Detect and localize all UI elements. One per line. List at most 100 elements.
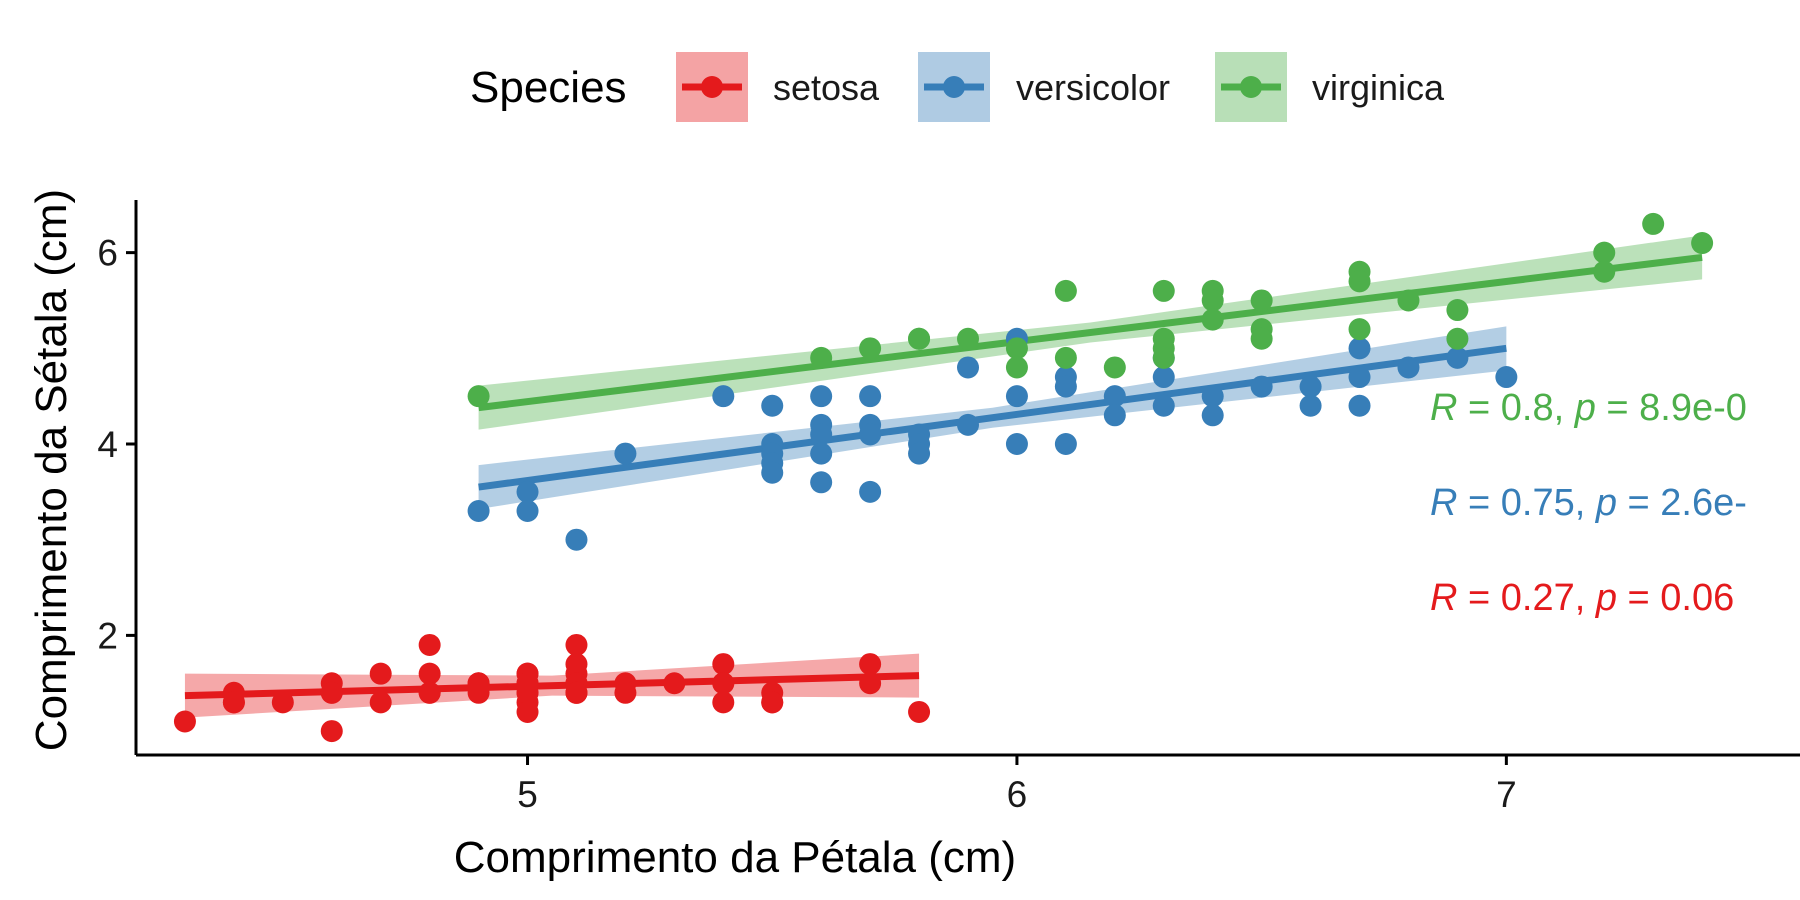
x-axis-ticks: 5 6 7 (517, 755, 1517, 815)
setosa-point (565, 681, 588, 704)
y-tick-label: 4 (97, 424, 118, 465)
y-tick-label: 2 (97, 615, 118, 656)
virginica-point (957, 327, 979, 350)
versicolor-point (1005, 433, 1028, 456)
versicolor-point (1348, 366, 1371, 389)
setosa-point (761, 691, 784, 714)
legend-point-versicolor (943, 76, 965, 98)
legend-item-versicolor: versicolor (918, 52, 1170, 122)
virginica-point (1446, 327, 1469, 350)
versicolor-point (810, 442, 833, 465)
x-tick-label: 5 (517, 774, 538, 815)
virginica-point (1103, 356, 1126, 379)
versicolor-regression-line (478, 344, 1507, 491)
virginica-point (1201, 308, 1224, 331)
virginica-point (1397, 289, 1420, 312)
virginica-point (1446, 299, 1469, 322)
versicolor-point (1201, 385, 1224, 408)
versicolor-point (859, 385, 882, 408)
confidence-bands (184, 235, 1703, 718)
versicolor-point (1054, 375, 1077, 398)
virginica-point (1152, 279, 1175, 302)
setosa-point (467, 672, 490, 695)
legend: Species setosa versicolor virginica (470, 52, 1445, 122)
versicolor-point (810, 385, 833, 408)
setosa-point (712, 653, 735, 676)
versicolor-point (516, 480, 539, 503)
y-tick-label: 6 (97, 233, 118, 274)
versicolor-point (810, 423, 833, 446)
correlation-annotations: R = 0.27, p = 0.06 R = 0.75, p = 2.6e- R =… (1430, 387, 1747, 619)
virginica-point (1593, 260, 1616, 283)
versicolor-point (1446, 346, 1469, 369)
versicolor-point (1299, 394, 1322, 417)
virginica-correlation-annotation: R = 0.8, p = 8.9e-0 (1430, 387, 1747, 429)
versicolor-point (1054, 433, 1077, 456)
versicolor-point (859, 423, 882, 446)
legend-point-virginica (1240, 76, 1262, 98)
versicolor-point (1103, 385, 1126, 408)
x-tick-label: 6 (1007, 774, 1028, 815)
virginica-point (908, 327, 931, 350)
virginica-point (1005, 356, 1028, 379)
setosa-point (712, 672, 735, 695)
legend-label-virginica: virginica (1312, 67, 1445, 108)
versicolor-point (859, 480, 882, 503)
versicolor-point (1397, 356, 1420, 379)
setosa-point (320, 720, 343, 743)
versicolor-point (1103, 404, 1126, 427)
versicolor-point (761, 394, 784, 417)
virginica-point (467, 385, 490, 408)
legend-title: Species (470, 63, 627, 112)
versicolor-point (1005, 385, 1028, 408)
versicolor-point (1495, 366, 1518, 389)
virginica-point (1152, 346, 1175, 369)
setosa-point (418, 681, 441, 704)
versicolor-point (1348, 394, 1371, 417)
virginica-point (1005, 337, 1028, 360)
versicolor-point (516, 499, 539, 522)
setosa-regression-line (184, 672, 920, 700)
legend-item-virginica: virginica (1215, 52, 1445, 122)
setosa-point (418, 633, 441, 656)
setosa-point (369, 691, 392, 714)
setosa-point (565, 633, 588, 656)
versicolor-correlation-annotation: R = 0.75, p = 2.6e- (1430, 482, 1747, 524)
x-tick-label: 7 (1496, 774, 1517, 815)
versicolor-point (565, 528, 588, 551)
virginica-point (1201, 289, 1224, 312)
setosa-point (712, 691, 735, 714)
virginica-point (1054, 346, 1077, 369)
setosa-point (271, 691, 294, 714)
setosa-correlation-annotation: R = 0.27, p = 0.06 (1430, 577, 1734, 619)
setosa-point (516, 672, 539, 695)
versicolor-point (1250, 375, 1273, 398)
regression-lines (184, 253, 1703, 700)
virginica-regression-line (478, 253, 1703, 412)
versicolor-point (614, 442, 637, 465)
setosa-point (369, 662, 392, 685)
legend-label-versicolor: versicolor (1016, 67, 1170, 108)
virginica-point (1593, 241, 1616, 264)
versicolor-point (1201, 404, 1224, 427)
setosa-point (859, 672, 882, 695)
versicolor-point (957, 356, 979, 379)
virginica-point (859, 337, 882, 360)
virginica-point (1250, 327, 1273, 350)
virginica-point (1348, 270, 1371, 293)
versicolor-point (1152, 366, 1175, 389)
y-axis-title: Comprimento da Sétala (cm) (27, 189, 76, 751)
x-axis-title: Comprimento da Pétala (cm) (454, 833, 1016, 882)
virginica-point (1691, 232, 1714, 255)
versicolor-point (761, 461, 784, 484)
setosa-point (663, 672, 686, 695)
versicolor-point (712, 385, 735, 408)
virginica-point (810, 346, 833, 369)
data-points (173, 212, 1714, 743)
setosa-point (516, 700, 539, 723)
legend-item-setosa: setosa (676, 52, 880, 122)
virginica-point (1348, 318, 1371, 341)
setosa-point (859, 653, 882, 676)
versicolor-point (908, 442, 931, 465)
